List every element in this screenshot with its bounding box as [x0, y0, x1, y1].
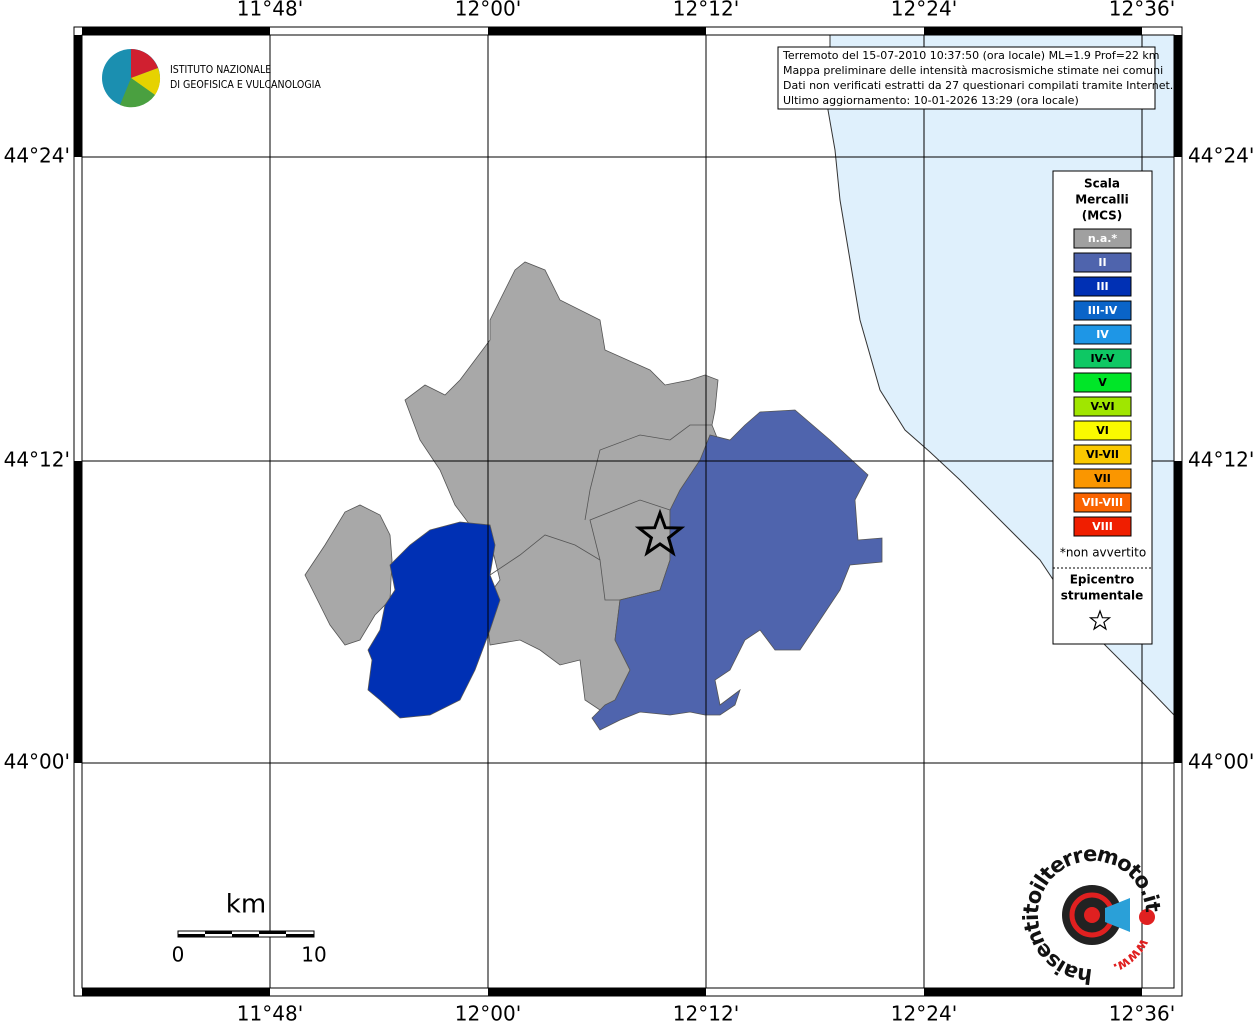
- scale-end: 10: [301, 943, 326, 967]
- legend-label: II: [1098, 256, 1106, 269]
- frame-segment: [1174, 461, 1182, 763]
- info-line: Dati non verificati estratti da 27 quest…: [783, 79, 1173, 92]
- region-na: [304, 504, 393, 646]
- region-iii: [367, 521, 501, 719]
- scale-bar-segment: [259, 931, 286, 934]
- logo-dot: [1139, 909, 1155, 925]
- region-border: [489, 534, 620, 601]
- scale-unit: km: [226, 890, 266, 920]
- legend-label: VII-VIII: [1082, 496, 1123, 509]
- legend-label: VI: [1096, 424, 1109, 437]
- legend-swatch: [1073, 468, 1132, 489]
- legend-swatch: [1073, 300, 1132, 321]
- legend-label: VIII: [1092, 520, 1113, 533]
- legend-swatch: [1073, 396, 1132, 417]
- x-tick-label: 12°00': [455, 0, 521, 21]
- legend-label: III-IV: [1088, 304, 1118, 317]
- legend-swatch: [1073, 372, 1132, 393]
- legend-swatch: [1073, 516, 1132, 537]
- legend-swatch: [1073, 444, 1132, 465]
- logo-center: [1084, 907, 1100, 923]
- x-tick-label: 12°00': [455, 1002, 521, 1025]
- frame-segment: [1174, 35, 1182, 157]
- legend-swatch: [1073, 420, 1132, 441]
- info-box-frame: [777, 46, 1156, 110]
- legend-swatch: [1073, 348, 1132, 369]
- info-line: Mappa preliminare delle intensità macros…: [783, 64, 1163, 77]
- frame-segment: [488, 988, 706, 996]
- info-line: Terremoto del 15-07-2010 10:37:50 (ora l…: [782, 49, 1160, 62]
- scale-bar-segment: [232, 934, 259, 937]
- frame-segment: [82, 988, 270, 996]
- legend-epicenter: Epicentro: [1070, 573, 1135, 587]
- legend-label: VI-VII: [1086, 448, 1119, 461]
- legend-label: V: [1098, 376, 1107, 389]
- legend-star: [1088, 609, 1112, 631]
- info-lines: Terremoto del 15-07-2010 10:37:50 (ora l…: [782, 49, 1173, 107]
- y-tick-label: 44°12': [4, 448, 70, 472]
- logo-segment: [131, 49, 158, 78]
- scale-bar-segment: [205, 931, 232, 934]
- legend-swatch: [1073, 228, 1132, 249]
- region-ii: [591, 409, 883, 731]
- region-border: [589, 499, 671, 561]
- frame-segment: [74, 35, 82, 157]
- legend-title: Mercalli: [1075, 193, 1129, 207]
- y-tick-label: 44°12': [1188, 448, 1254, 472]
- y-tick-label: 44°00': [1188, 750, 1254, 774]
- y-tick-label: 44°00': [4, 750, 70, 774]
- logo-segment: [131, 68, 161, 95]
- frame-segment: [82, 27, 270, 35]
- x-tick-label: 12°24': [891, 0, 957, 21]
- legend-epicenter: strumentale: [1061, 589, 1144, 603]
- scale-start: 0: [172, 943, 185, 967]
- legend: ScalaMercalli(MCS)n.a.*IIIIIIII-IVIVIV-V…: [1052, 170, 1153, 645]
- legend-swatch: [1073, 324, 1132, 345]
- x-tick-label: 12°12': [673, 0, 739, 21]
- legend-content: ScalaMercalli(MCS)n.a.*IIIIIIII-IVIVIV-V…: [1060, 177, 1146, 603]
- scale-bar: km 0 10: [172, 890, 327, 967]
- info-line: Ultimo aggiornamento: 10-01-2026 13:29 (…: [783, 94, 1079, 107]
- legend-label: III: [1096, 280, 1108, 293]
- logo-horn: [1105, 898, 1130, 932]
- legend-title: (MCS): [1082, 209, 1123, 223]
- legend-note: *non avvertito: [1060, 546, 1146, 560]
- scale-bar-segment: [286, 934, 314, 937]
- legend-label: IV-V: [1090, 352, 1115, 365]
- x-tick-label: 11°48': [237, 0, 303, 21]
- y-tick-label: 44°24': [4, 144, 70, 168]
- legend-title: Scala: [1084, 177, 1120, 191]
- logo-text: ISTITUTO NAZIONALE: [170, 64, 271, 76]
- legend-label: n.a.*: [1088, 232, 1118, 245]
- legend-swatch: [1073, 492, 1132, 513]
- region-border: [584, 424, 712, 521]
- frame-segment: [488, 27, 706, 35]
- legend-label: IV: [1096, 328, 1109, 341]
- legend-swatch: [1073, 276, 1132, 297]
- y-tick-label: 44°24': [1188, 144, 1254, 168]
- frame-segment: [74, 461, 82, 763]
- logo-segment: [120, 78, 155, 108]
- scale-bar-segment: [178, 934, 205, 937]
- frame-segment: [924, 27, 1142, 35]
- x-tick-label: 12°12': [673, 1002, 739, 1025]
- legend-swatch: [1073, 252, 1132, 273]
- frame-segment: [924, 988, 1142, 996]
- logo-text: DI GEOFISICA E VULCANOLOGIA: [170, 79, 321, 91]
- epicenter-star: [634, 508, 686, 557]
- x-tick-label: 12°36': [1109, 0, 1175, 21]
- x-tick-label: 12°36': [1109, 1002, 1175, 1025]
- regions: [304, 261, 883, 731]
- ingv-logo: ISTITUTO NAZIONALE DI GEOFISICA E VULCAN…: [102, 49, 321, 108]
- info-box: Terremoto del 15-07-2010 10:37:50 (ora l…: [777, 46, 1173, 110]
- legend-label: VII: [1094, 472, 1111, 485]
- frame: 11°48' 11°48' 12°00' 12°00' 12°12' 12°12' 12°2…: [4, 0, 1255, 1026]
- legend-label: V-VI: [1090, 400, 1114, 413]
- x-tick-label: 12°24': [891, 1002, 957, 1025]
- x-tick-label: 11°48': [237, 1002, 303, 1025]
